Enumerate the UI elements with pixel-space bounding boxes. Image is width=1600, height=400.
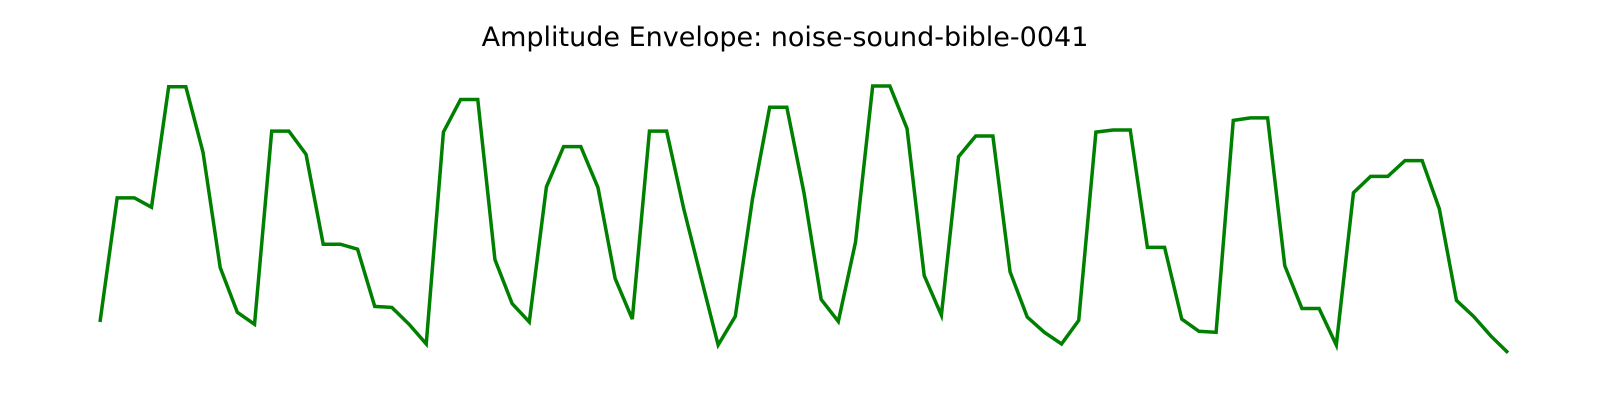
data-point [150, 206, 153, 209]
data-point [253, 323, 256, 326]
data-point [785, 106, 788, 109]
data-point [957, 155, 960, 158]
data-point [1163, 246, 1166, 249]
data-point [1215, 331, 1218, 334]
data-point [133, 196, 136, 199]
data-point [562, 145, 565, 148]
series-layer [98, 84, 1510, 355]
data-point [837, 320, 840, 323]
data-point [390, 306, 393, 309]
data-point [236, 311, 239, 314]
data-point [1060, 342, 1063, 345]
data-point [287, 130, 290, 133]
data-point [682, 208, 685, 211]
data-point [648, 130, 651, 133]
data-point [614, 277, 617, 280]
chart-title: Amplitude Envelope: noise-sound-bible-00… [481, 22, 1089, 53]
data-point [1094, 131, 1097, 134]
data-point [116, 196, 119, 199]
data-point [734, 315, 737, 318]
data-point [545, 185, 548, 188]
data-point [476, 98, 479, 101]
data-point [991, 134, 994, 137]
data-point [1026, 316, 1029, 319]
data-point [442, 131, 445, 134]
data-point [493, 258, 496, 261]
data-point [579, 145, 582, 148]
data-point [1077, 319, 1080, 322]
data-point [751, 197, 754, 200]
data-point [1112, 129, 1115, 132]
data-point [923, 274, 926, 277]
data-point [1232, 119, 1235, 122]
data-point [1438, 207, 1441, 210]
data-point [167, 85, 170, 88]
data-point [906, 127, 909, 130]
data-point [1318, 307, 1321, 310]
data-point [1489, 334, 1492, 337]
data-point [665, 130, 668, 133]
data-point [1283, 264, 1286, 267]
data-point [356, 248, 359, 251]
data-point [305, 153, 308, 156]
data-point [803, 191, 806, 194]
data-point [1472, 315, 1475, 318]
data-point [202, 151, 205, 154]
data-point [820, 298, 823, 301]
data-point [322, 243, 325, 246]
envelope-series-line [98, 84, 1510, 355]
data-point [631, 318, 634, 321]
data-point [1369, 175, 1372, 178]
data-point [596, 186, 599, 189]
data-point [768, 106, 771, 109]
data-point [1455, 299, 1458, 302]
data-point [1129, 129, 1132, 132]
data-point [854, 241, 857, 244]
data-point [1507, 351, 1510, 354]
data-point [425, 342, 428, 345]
data-point [339, 243, 342, 246]
data-point [699, 276, 702, 279]
data-point [528, 320, 531, 323]
data-point [1352, 191, 1355, 194]
data-point [219, 266, 222, 269]
data-point [1197, 330, 1200, 333]
data-point [1043, 331, 1046, 334]
data-point [940, 314, 943, 317]
data-point [1300, 307, 1303, 310]
data-point [1403, 159, 1406, 162]
data-point [184, 85, 187, 88]
data-point [459, 98, 462, 101]
data-point [1180, 318, 1183, 321]
data-point [1146, 246, 1149, 249]
data-point [1335, 344, 1338, 347]
data-point [888, 85, 891, 88]
data-point [373, 305, 376, 308]
data-point [1266, 116, 1269, 119]
data-point [717, 344, 720, 347]
data-point [270, 130, 273, 133]
data-point [1009, 270, 1012, 273]
data-point [974, 134, 977, 137]
data-point [408, 323, 411, 326]
data-point [1386, 175, 1389, 178]
data-point [511, 302, 514, 305]
data-point [871, 85, 874, 88]
data-point [1249, 116, 1252, 119]
data-point [1421, 159, 1424, 162]
data-point [99, 320, 102, 323]
